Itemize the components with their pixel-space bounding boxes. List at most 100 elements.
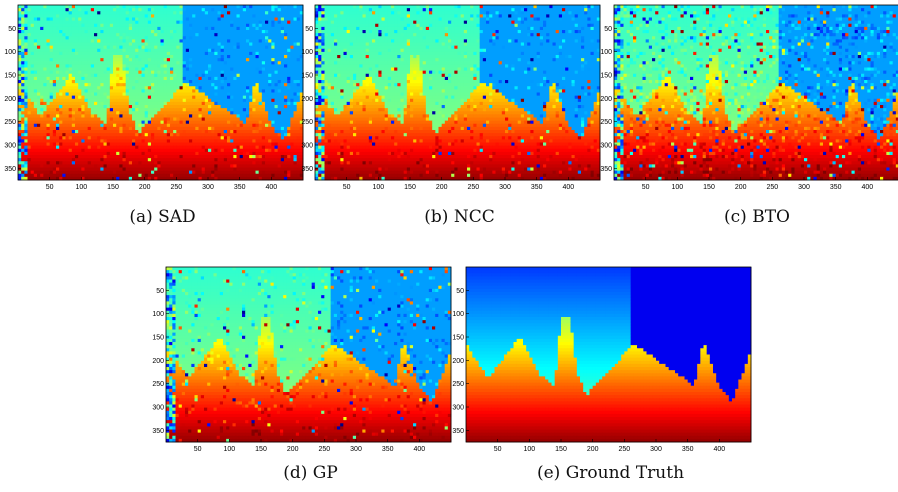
heatmap-cell [33,36,38,40]
heatmap-cell [296,30,301,34]
heatmap-cell [81,23,85,28]
heatmap-cell [277,123,282,128]
heatmap-cell [277,48,282,53]
heatmap-cell [284,45,288,50]
heatmap-cell [46,139,51,143]
heatmap-cell [208,130,212,134]
heatmap-cell [157,161,161,165]
heatmap-cell [208,117,212,122]
heatmap-cell [62,8,66,12]
heatmap-cell [160,105,165,109]
heatmap-cell [198,14,203,18]
heatmap-cell [100,39,104,43]
heatmap-cell [287,11,291,15]
heatmap-cell [125,51,130,56]
heatmap-cell [71,148,76,153]
heatmap-cell [97,161,101,165]
heatmap-cell [160,23,165,28]
heatmap-cell [94,136,98,140]
heatmap-cell [261,142,266,147]
heatmap-cell [122,8,127,12]
heatmap-cell [97,55,101,59]
heatmap-cell [33,98,38,103]
heatmap-cell [296,36,301,40]
heatmap-cell [211,170,215,175]
heatmap-cell [227,130,231,134]
heatmap-cell [166,151,171,156]
heatmap-cell [128,105,133,109]
heatmap-cell [132,86,136,90]
heatmap-cell [230,76,234,81]
heatmap-cell [46,89,51,93]
heatmap-cell [176,120,180,125]
heatmap-cell [103,89,108,93]
heatmap-cell [141,139,146,143]
heatmap-cell [65,89,70,93]
heatmap-cell [62,33,66,37]
heatmap-cell [24,170,28,175]
heatmap-cell [293,120,298,125]
heatmap-cell [239,111,244,115]
heatmap-cell [81,86,85,90]
heatmap-cell [290,139,294,143]
heatmap-cell [170,111,174,115]
heatmap-cell [230,86,234,90]
heatmap-cell [94,83,98,87]
heatmap-cell [18,48,22,53]
heatmap-cell [132,148,136,153]
heatmap-cell [122,105,127,109]
heatmap-cell [246,45,250,50]
heatmap-cell [166,173,171,178]
heatmap-cell [56,67,60,72]
heatmap-cell [195,148,199,153]
heatmap-cell [246,164,250,168]
heatmap-cell [280,36,285,40]
heatmap-cell [258,30,263,34]
heatmap-cell [293,111,298,115]
heatmap-cell [230,8,234,12]
heatmap-cell [170,155,174,159]
heatmap-cell [198,42,203,47]
heatmap-cell [132,173,136,178]
heatmap-cell [214,126,218,131]
heatmap-cell [211,101,215,106]
heatmap-cell [106,108,111,112]
heatmap-cell [75,36,79,40]
heatmap-cell [122,76,127,81]
heatmap-cell [56,133,60,137]
heatmap-cell [280,114,285,118]
heatmap-cell [287,39,291,43]
heatmap-cell [239,14,244,18]
heatmap-cell [265,8,269,12]
heatmap-cell [40,161,44,165]
heatmap-cell [293,161,298,165]
heatmap-cell [81,173,85,178]
heatmap-cell [71,67,76,72]
heatmap-cell [277,111,282,115]
heatmap-cell [154,176,158,181]
heatmap-cell [119,30,123,34]
heatmap-cell [211,126,215,131]
heatmap-cell [78,80,82,84]
heatmap-cell [166,70,171,75]
heatmap-cell [179,95,184,100]
heatmap-cell [87,108,92,112]
heatmap-cell [81,45,85,50]
heatmap-cell [293,130,298,134]
heatmap-cell [71,133,76,137]
heatmap-cell [97,120,101,125]
heatmap-cell [75,23,79,28]
heatmap-cell [56,58,60,62]
heatmap-cell [299,26,304,31]
heatmap-cell [21,142,25,147]
heatmap-cell [290,8,294,12]
heatmap-cell [268,80,272,84]
heatmap-cell [40,173,44,178]
heatmap-cell [293,170,298,175]
heatmap-cell [223,70,228,75]
heatmap-cell [46,117,51,122]
heatmap-cell [271,61,275,65]
heatmap-cell [40,155,44,159]
heatmap-cell [233,126,237,131]
heatmap-cell [160,114,165,118]
